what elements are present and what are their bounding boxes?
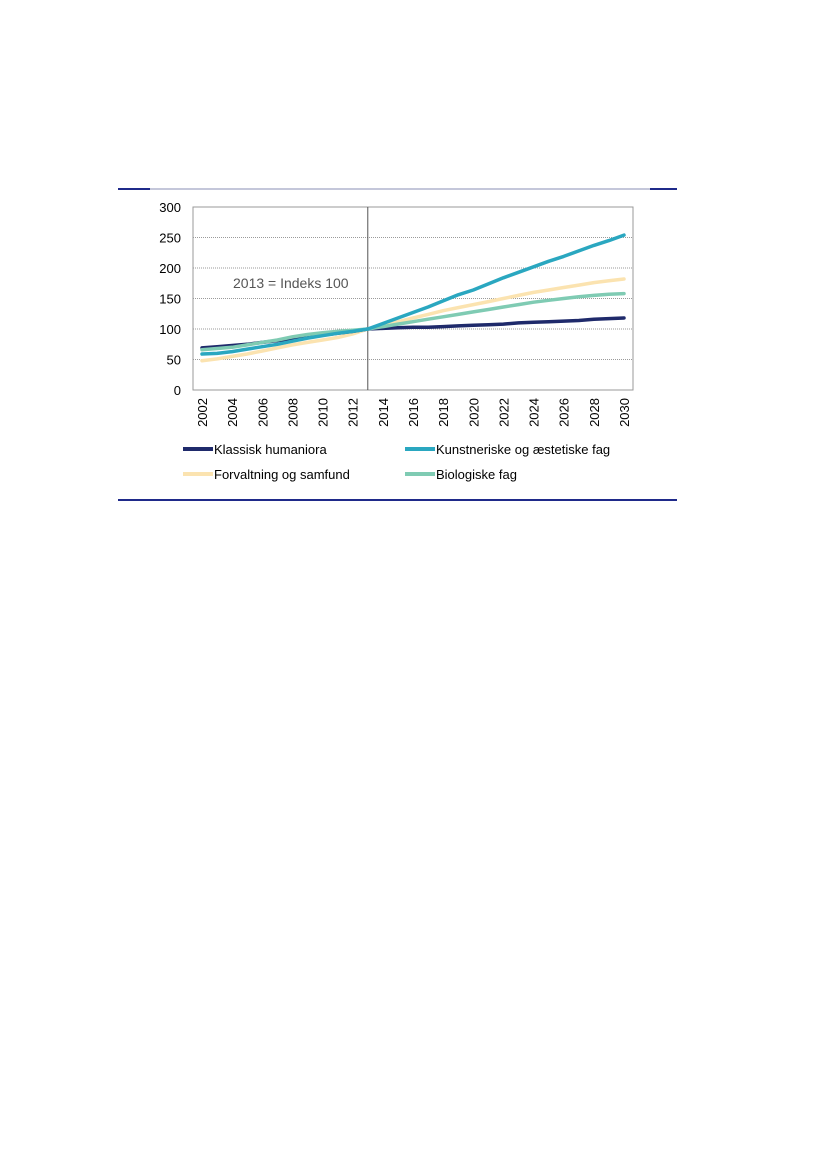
y-tick-label: 300 (159, 200, 181, 215)
legend-label: Kunstneriske og æstetiske fag (436, 442, 610, 457)
series-line-2 (200, 233, 626, 356)
x-tick-label: 2006 (255, 398, 270, 427)
x-tick-label: 2026 (557, 398, 572, 427)
x-tick-label: 2028 (587, 398, 602, 427)
x-tick-label: 2018 (436, 398, 451, 427)
x-tick-label: 2016 (406, 398, 421, 427)
series-line-4 (200, 291, 626, 352)
y-tick-label: 200 (159, 261, 181, 276)
y-tick-label: 150 (159, 292, 181, 307)
legend: Klassisk humaniora Kunstneriske og æsteti… (183, 442, 610, 482)
x-tick-label: 2008 (285, 398, 300, 427)
x-tick-label: 2002 (195, 398, 210, 427)
x-tick-label: 2030 (617, 398, 632, 427)
y-tick-labels: 0 50 100 150 200 250 300 (159, 200, 181, 398)
y-tick-label: 0 (174, 383, 181, 398)
legend-label: Biologiske fag (436, 467, 517, 482)
x-tick-label: 2024 (527, 398, 542, 427)
y-tick-label: 250 (159, 231, 181, 246)
x-tick-label: 2020 (466, 398, 481, 427)
y-tick-label: 100 (159, 322, 181, 337)
legend-label: Forvaltning og samfund (214, 467, 350, 482)
x-tick-label: 2014 (376, 398, 391, 427)
series-lines (200, 233, 626, 363)
series-line-3 (200, 277, 626, 363)
x-tick-labels: 2002 2004 2006 2008 2010 2012 2014 2016 2018 2020… (195, 398, 632, 427)
index-annotation: 2013 = Indeks 100 (233, 275, 349, 291)
x-tick-label: 2012 (346, 398, 361, 427)
x-tick-label: 2022 (496, 398, 511, 427)
y-tick-label: 50 (167, 353, 181, 368)
legend-label: Klassisk humaniora (214, 442, 327, 457)
x-tick-label: 2004 (225, 398, 240, 427)
x-tick-label: 2010 (316, 398, 331, 427)
